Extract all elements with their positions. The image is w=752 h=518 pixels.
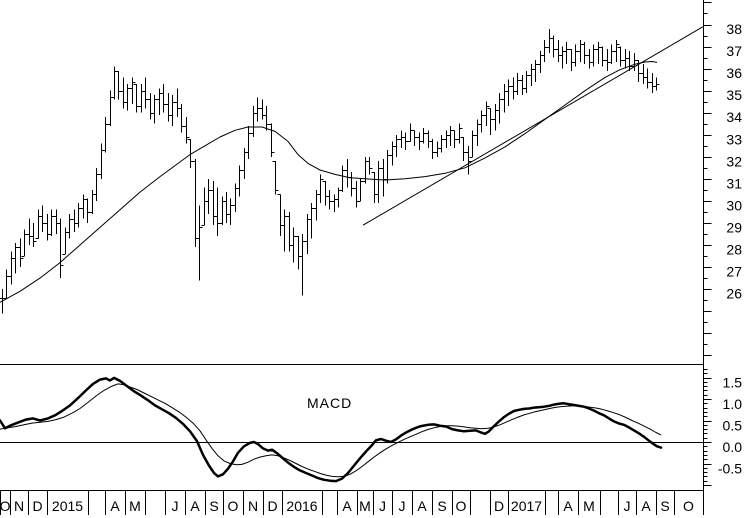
macd-axis-label: 0.0 [723,439,743,455]
x-axis-label: A [417,498,427,514]
x-axis-label: J [172,498,179,514]
x-axis-dividers [0,490,704,515]
x-axis-label: S [660,498,669,514]
x-axis-label: 2017 [511,498,542,514]
x-axis-label: D [32,498,42,514]
x-axis-label: J [399,498,406,514]
price-axis-label: 35 [726,87,742,103]
macd-axis-label: -0.5 [718,461,742,477]
price-axis-ticks [703,2,712,356]
x-axis-label: A [110,498,120,514]
x-axis-label: A [641,498,651,514]
x-axis-label: J [379,498,386,514]
macd-line [0,376,663,483]
price-axis-label: 33 [726,131,742,147]
x-axis-label: O [456,498,467,514]
x-axis-label: D [494,498,504,514]
price-axis-label: 34 [726,109,742,125]
x-axis-label: M [583,498,595,514]
price-axis-label: 28 [726,242,742,258]
macd-axis-label: 1.5 [723,375,743,391]
macd-signal-line [0,383,662,478]
price-axis-label: 29 [726,219,742,235]
price-axis-label: 26 [726,286,742,302]
x-axis-label: 2016 [286,498,317,514]
x-axis-label: A [342,498,352,514]
price-axis-label: 36 [726,65,742,81]
macd-axis-label: 1.0 [723,396,743,412]
x-axis-label: O [683,498,694,514]
x-axis-label: D [267,498,277,514]
x-axis-label: A [190,498,200,514]
x-axis-label: O [228,498,239,514]
macd-panel-label: MACD [307,395,352,411]
moving-average-line [0,61,658,303]
price-axis-label: 37 [726,43,742,59]
trendline [362,26,704,226]
macd-axis-ticks [703,369,712,486]
x-axis-label: A [563,498,573,514]
price-axis-label: 38 [726,21,742,37]
x-axis-label: N [248,498,258,514]
x-axis-label: M [359,498,371,514]
macd-axis-label: 0.5 [723,418,743,434]
x-axis-label: M [129,498,141,514]
x-axis-label: S [437,498,446,514]
x-axis-label: O [0,498,11,514]
x-axis-label: 2015 [52,498,83,514]
price-axis-label: 31 [726,175,742,191]
x-axis-label: N [14,498,24,514]
x-axis-label: S [209,498,218,514]
x-axis-label: J [624,498,631,514]
price-axis-label: 32 [726,153,742,169]
price-axis-label: 30 [726,197,742,213]
price-axis-label: 27 [726,264,742,280]
